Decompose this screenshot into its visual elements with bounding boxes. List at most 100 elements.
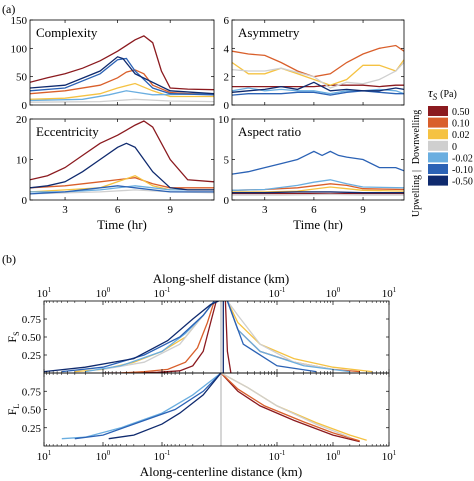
- series-line-fl-3: [220, 373, 351, 438]
- series-line-aspect_ratio-2: [232, 186, 404, 193]
- y-tick-label-fs: 0.75: [22, 314, 42, 326]
- legend-label: -0.50: [452, 177, 473, 188]
- series-line-fs-4: [74, 301, 215, 373]
- series-line-fs-5: [226, 301, 373, 373]
- x-axis-label-top-fs: Along-shelf distance (km): [153, 271, 289, 286]
- series-line-fs-7: [226, 301, 334, 371]
- chart-title-complexity: Complexity: [36, 25, 98, 40]
- y-tick-label-asymmetry: 6: [224, 15, 230, 27]
- chart-title-eccentricity: Eccentricity: [36, 124, 99, 139]
- series-line-fs-9: [226, 301, 350, 373]
- y-axis-label-fs: FS: [5, 331, 21, 342]
- series-line-asymmetry-6: [232, 81, 404, 93]
- legend-swatch: [428, 152, 448, 163]
- series-line-eccentricity-6: [30, 142, 214, 191]
- y-tick-label-eccentricity: 10: [16, 155, 28, 167]
- x-tick-label-aspect_ratio: 3: [262, 204, 268, 216]
- x-tick-label-fs: 10-1: [269, 286, 286, 300]
- legend: τS (Pa) Downwelling | Upwelling 0.500.100…: [411, 85, 473, 217]
- series-line-fl-4: [61, 373, 222, 440]
- series-line-asymmetry-2: [232, 59, 404, 86]
- axes-frame-asymmetry: [231, 19, 405, 106]
- chart-eccentricity: 0 10 20 3 6 9 Eccentricity Time (hr): [16, 114, 215, 232]
- x-axis-label-eccentricity: Time (hr): [97, 217, 147, 232]
- y-tick-label-fl: 0.25: [22, 423, 42, 435]
- x-tick-label-fl: 101: [382, 449, 397, 463]
- y-tick-label-complexity: 50: [16, 72, 28, 84]
- y-tick-label-eccentricity: 0: [22, 195, 28, 207]
- legend-swatch: [428, 117, 448, 128]
- x-tick-label-fl: 10-1: [269, 449, 286, 463]
- x-tick-label-fs: 101: [382, 286, 397, 300]
- series-line-asymmetry-0: [232, 84, 404, 88]
- series-line-fl-2: [220, 373, 367, 441]
- series-line-fs-8: [85, 301, 215, 373]
- series-line-asymmetry-1: [232, 44, 404, 78]
- series-line-fl-6: [108, 373, 222, 440]
- axes-frame-complexity: [29, 19, 215, 106]
- series-line-aspect_ratio-4: [232, 179, 404, 191]
- series-line-fl-1: [220, 373, 360, 442]
- x-tick-labels-fs: 101 100 10-1 10-1 100 101: [37, 286, 397, 300]
- series-line-fs-3: [226, 301, 360, 373]
- y-tick-label-asymmetry: 4: [224, 43, 230, 55]
- legend-label: 0.10: [452, 119, 470, 130]
- y-tick-label-aspect_ratio: 5: [224, 155, 230, 167]
- legend-swatch: [428, 175, 448, 186]
- panel-label-b: (b): [2, 252, 16, 266]
- x-tick-label-fs: 100: [326, 286, 341, 300]
- x-axis-label-bottom-fl: Along-centerline distance (km): [140, 464, 302, 479]
- legend-side-separator: |: [411, 170, 422, 172]
- y-axis-label-fl: FL: [5, 404, 21, 416]
- legend-label: 0: [452, 142, 457, 153]
- x-tick-label-eccentricity: 6: [115, 204, 121, 216]
- series-line-fl-5: [74, 373, 222, 440]
- chart-complexity: 0 50 100 150 Complexity: [11, 15, 215, 112]
- y-tick-label-aspect_ratio: 0: [224, 195, 230, 207]
- legend-label: 0.02: [452, 130, 470, 141]
- series-line-complexity-1: [30, 69, 214, 95]
- chart-title-asymmetry: Asymmetry: [238, 25, 300, 40]
- axes-frame-fs: [43, 300, 390, 374]
- series-line-fs-11: [226, 301, 317, 373]
- legend-swatch: [428, 129, 448, 140]
- panel-label-a: (a): [2, 2, 15, 16]
- series-line-asymmetry-5: [232, 90, 404, 96]
- y-tick-label-aspect_ratio: 10: [218, 114, 230, 126]
- x-tick-label-aspect_ratio: 9: [360, 204, 366, 216]
- series-line-fs-12: [44, 301, 219, 373]
- series-line-complexity-3: [30, 98, 214, 103]
- y-tick-label-fs: 0.25: [22, 350, 42, 362]
- legend-unit: (Pa): [440, 89, 457, 100]
- series-line-fl-0: [220, 373, 360, 443]
- series-line-complexity-6: [30, 56, 214, 95]
- series-line-eccentricity-5: [30, 185, 214, 195]
- y-tick-label-eccentricity: 20: [16, 114, 28, 126]
- series-line-eccentricity-0: [30, 120, 214, 183]
- x-tick-label-aspect_ratio: 6: [311, 204, 317, 216]
- series-line-aspect_ratio-6: [232, 191, 404, 194]
- legend-swatch: [428, 140, 448, 151]
- legend-label: -0.10: [452, 165, 473, 176]
- legend-title: τS (Pa): [428, 85, 457, 102]
- x-tick-labels-fl: 101 100 10-1 10-1 100 101: [37, 449, 397, 463]
- x-tick-label-eccentricity: 3: [62, 204, 68, 216]
- series-line-asymmetry-4: [232, 87, 404, 95]
- legend-swatch: [428, 164, 448, 174]
- x-tick-label-fl: 100: [326, 449, 341, 463]
- series-line-complexity-2: [30, 82, 214, 100]
- legend-side-upwelling: Upwelling: [411, 175, 422, 217]
- y-tick-label-asymmetry: 0: [224, 100, 230, 112]
- x-tick-label-fl: 10-1: [154, 449, 171, 463]
- x-axis-label-aspect_ratio: Time (hr): [293, 217, 343, 232]
- legend-side-downwelling: Downwelling: [411, 110, 422, 164]
- y-tick-label-fl: 0.50: [22, 405, 42, 417]
- series-line-complexity-0: [30, 35, 214, 91]
- x-tick-label-fs: 10-1: [154, 286, 171, 300]
- y-tick-label-complexity: 0: [22, 100, 28, 112]
- series-line-fs-10: [61, 301, 215, 373]
- y-tick-label-fs: 0.50: [22, 332, 42, 344]
